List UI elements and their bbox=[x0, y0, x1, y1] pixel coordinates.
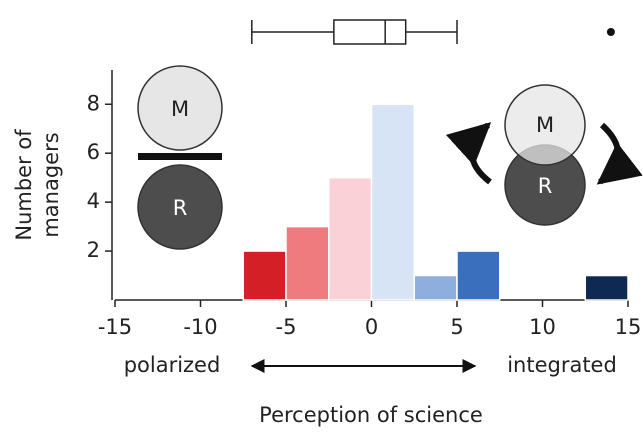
y-tick-label: 2 bbox=[87, 238, 100, 262]
bar bbox=[370, 103, 415, 301]
m-label: M bbox=[536, 113, 554, 137]
annotation: polarized bbox=[124, 353, 221, 377]
bar bbox=[285, 225, 330, 301]
y-tick-label: 8 bbox=[87, 91, 100, 115]
bar bbox=[242, 250, 287, 301]
x-tick-label: -5 bbox=[276, 315, 297, 339]
cycle-arrow bbox=[445, 122, 492, 185]
m-label: M bbox=[171, 97, 189, 121]
circle-r bbox=[137, 164, 223, 250]
outlier bbox=[606, 28, 615, 36]
y-axis-label: Number of bbox=[12, 129, 36, 241]
y-tick-label: 6 bbox=[87, 140, 100, 164]
barrier bbox=[138, 153, 222, 160]
x-tick-label: -10 bbox=[183, 315, 217, 339]
bar bbox=[413, 274, 458, 301]
circle-m bbox=[504, 84, 586, 166]
y-axis-label: managers bbox=[39, 132, 63, 237]
cycle-arrow bbox=[596, 122, 643, 185]
x-axis-label: Perception of science bbox=[259, 403, 483, 427]
circle-m bbox=[137, 65, 223, 151]
y-tick-label: 4 bbox=[87, 189, 100, 213]
x-tick-label: 10 bbox=[529, 315, 556, 339]
bar bbox=[456, 250, 501, 301]
x-tick-label: 0 bbox=[365, 315, 378, 339]
bar bbox=[328, 176, 373, 301]
x-tick-label: 5 bbox=[450, 315, 463, 339]
r-label: R bbox=[173, 196, 188, 220]
r-label: R bbox=[538, 174, 553, 198]
x-tick-label: 15 bbox=[615, 315, 642, 339]
box bbox=[333, 19, 407, 45]
x-tick-label: -15 bbox=[98, 315, 132, 339]
annotation: integrated bbox=[507, 353, 617, 377]
bar bbox=[584, 274, 629, 301]
